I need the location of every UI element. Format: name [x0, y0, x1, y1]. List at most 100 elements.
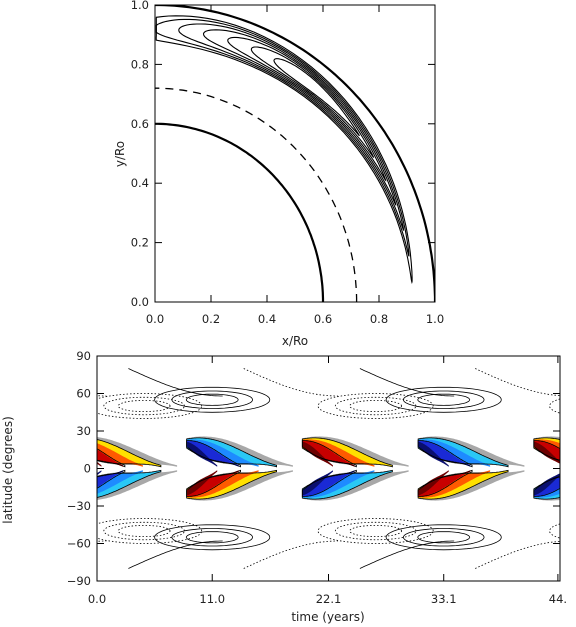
- wing-11-level-3: [418, 470, 471, 497]
- boundary-solid-1: [155, 122, 325, 302]
- south-loop-0-1-0: [97, 518, 203, 544]
- streamline-6: [155, 15, 413, 284]
- north-loop--1-0-0: [0, 387, 38, 412]
- wing-8-level-3: [302, 440, 355, 467]
- wing-5-level-4: [186, 441, 218, 467]
- wing-5-level-3: [186, 440, 239, 467]
- wing-5-contour-0: [186, 437, 277, 468]
- wing-4-contour-0: [97, 439, 162, 468]
- north-loop-0-1-1: [103, 396, 185, 416]
- north-loop-2-1-1: [567, 397, 576, 415]
- bot-ytick-label-3: 0: [84, 462, 91, 476]
- south-loop--1-0-2: [0, 532, 7, 543]
- wing-9-contour-0: [417, 437, 509, 468]
- streamline-4: [178, 23, 405, 232]
- wing-7-contour-1: [186, 469, 241, 497]
- wing-8-level-4: [302, 441, 333, 467]
- bot-xtick-label-4: 44.: [549, 592, 567, 606]
- polar-arc--1-1-1: [97, 540, 107, 542]
- north-loop-1-1-2: [349, 400, 403, 412]
- south-loop-1-1-0: [317, 518, 434, 544]
- north-loop-1-0-1: [402, 390, 485, 409]
- bottom-plot-area: [0, 368, 576, 569]
- bot-ytick-label-5: −60: [67, 537, 91, 551]
- north-loop-0-0-0: [154, 386, 271, 413]
- bot-ytick-label-2: 30: [76, 424, 91, 438]
- streamline-5: [155, 18, 410, 257]
- polar-arc-1-0-0: [359, 368, 455, 397]
- polar-arc-0-0-1: [128, 540, 223, 569]
- wing-11-contour-1: [417, 469, 473, 497]
- north-loop-1-0-0: [385, 386, 502, 413]
- north-loop-0-1-0: [97, 393, 203, 419]
- top-ytick-label-5: 1.0: [131, 0, 149, 12]
- top-xtick-label-0: 0.0: [146, 312, 164, 326]
- wing-7-contour-0: [186, 469, 277, 500]
- south-loop-2-1-0: [549, 523, 560, 539]
- bottom-frame: [96, 355, 561, 582]
- streamline-1: [250, 46, 375, 158]
- wing-9-level-4: [418, 441, 449, 467]
- top-ytick-label-0: 0.0: [131, 295, 149, 309]
- south-loop-1-1-2: [349, 525, 403, 537]
- north-loop-0-1-2: [117, 400, 171, 412]
- wing-9-contour-1: [417, 440, 473, 468]
- wing-6-contour-1: [97, 469, 126, 489]
- bottom-xlabel: time (years): [291, 610, 364, 624]
- bottom-ticks: 0.0 11.0 22.1 33.1 44. 90 60 30 0 −30 −60 −90: [67, 349, 567, 606]
- boundary-dashed-2: [155, 87, 358, 302]
- bot-xtick-label-0: 0.0: [88, 592, 106, 606]
- bot-ytick-label-4: −30: [67, 499, 91, 513]
- wing-4-contour-1: [97, 448, 126, 468]
- south-loop-1-0-1: [402, 528, 485, 547]
- top-ticks: 0.0 0.2 0.4 0.6 0.8 1.0 0.0 0.2 0.4 0.6 0.8 1.0: [131, 0, 444, 326]
- top-ytick-label-2: 0.4: [131, 176, 149, 190]
- wing-12-contour-1: [533, 440, 560, 461]
- wing-5-contour-1: [186, 440, 241, 468]
- wing-10-contour-0: [301, 469, 393, 500]
- wing-14-contour-1: [533, 476, 560, 497]
- top-xlabel: x/Ro: [282, 334, 308, 348]
- bot-ytick-label-6: −90: [67, 574, 91, 588]
- wing-7-level-4: [186, 470, 218, 496]
- streamline-2: [227, 36, 387, 182]
- north-loop-0-0-2: [185, 393, 239, 406]
- wing-10-contour-1: [301, 469, 357, 497]
- streamline-3: [202, 29, 397, 207]
- bot-ytick-label-1: 60: [76, 387, 91, 401]
- wing-7-level-3: [186, 470, 239, 497]
- top-frame: [154, 4, 436, 303]
- south-loop-0-0-0: [154, 524, 271, 551]
- top-xtick-label-5: 1.0: [426, 312, 444, 326]
- bottom-panel: 0.0 11.0 22.1 33.1 44. 90 60 30 0 −30 −60 −90 time …: [0, 349, 576, 624]
- north-loop-0-0-1: [171, 390, 254, 409]
- top-ytick-label-1: 0.2: [131, 236, 149, 250]
- top-panel: 0.0 0.2 0.4 0.6 0.8 1.0 0.0 0.2 0.4 0.6 0.8 1.0 x/R…: [113, 0, 444, 348]
- bot-ytick-label-0: 90: [76, 349, 91, 363]
- south-loop-2-1-1: [567, 522, 576, 540]
- polar-arc--1-1-0: [97, 395, 107, 397]
- wing-6-level-3: [97, 470, 124, 488]
- streamline-0: [273, 58, 360, 136]
- north-loop--1-0-1: [0, 391, 21, 409]
- wing-4-level-3: [97, 449, 124, 467]
- wing-10-level-3: [302, 470, 355, 497]
- bot-xtick-label-2: 22.1: [316, 592, 342, 606]
- wing-8-contour-1: [301, 440, 357, 468]
- bot-xtick-label-3: 33.1: [431, 592, 457, 606]
- north-loop-1-1-1: [334, 396, 417, 416]
- wing-4-level-4: [97, 461, 102, 467]
- south-loop-1-0-0: [385, 524, 502, 551]
- south-loop-1-0-2: [417, 531, 471, 544]
- south-loop-1-1-1: [334, 521, 417, 541]
- south-loop-0-1-2: [117, 525, 171, 537]
- north-loop-1-0-2: [417, 393, 471, 406]
- polar-arc-1-0-1: [359, 540, 455, 569]
- south-loop--1-0-0: [0, 525, 38, 550]
- top-plot-area: [155, 5, 435, 302]
- bot-xtick-label-1: 11.0: [199, 592, 225, 606]
- top-ylabel: y/Ro: [113, 141, 127, 167]
- north-loop-2-1-0: [549, 398, 560, 414]
- boundary-solid-0: [155, 5, 435, 302]
